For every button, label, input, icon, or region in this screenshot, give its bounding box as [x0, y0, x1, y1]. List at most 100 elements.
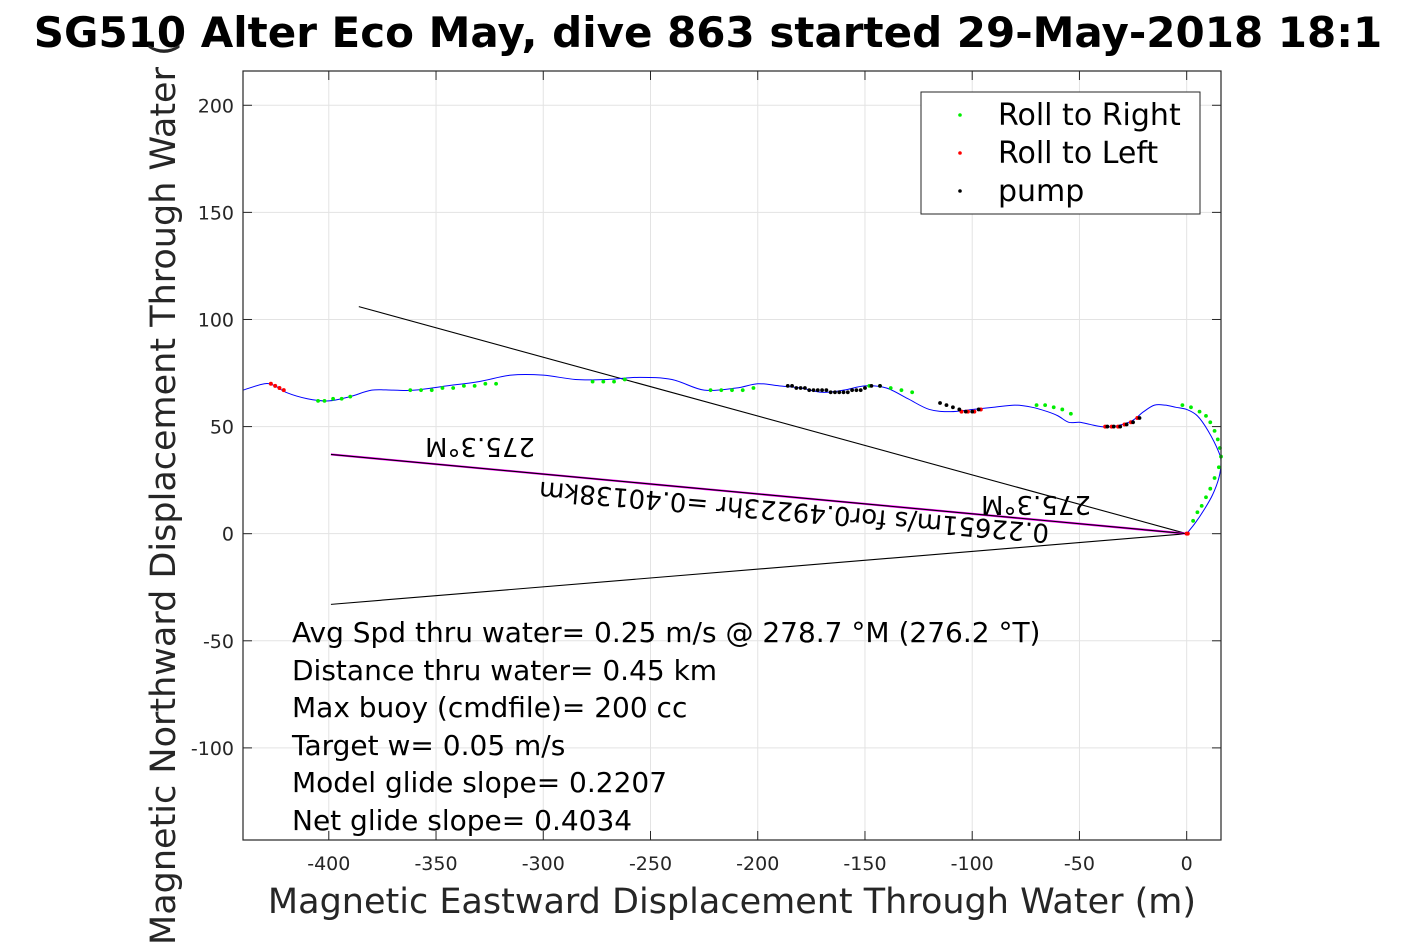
x-axis-label: Magnetic Eastward Displacement Through W…	[268, 882, 1196, 922]
pump-point	[858, 388, 863, 393]
legend-label-roll-right: Roll to Right	[998, 98, 1181, 133]
pump-point	[854, 388, 859, 393]
chart-title: SG510 Alter Eco May, dive 863 started 29…	[34, 8, 1383, 57]
roll-right-point	[1215, 437, 1220, 442]
roll-right-point	[740, 388, 745, 393]
x-tick-label: -300	[522, 853, 565, 875]
roll-right-point	[719, 388, 724, 393]
x-tick-label: -350	[414, 853, 457, 875]
pump-point	[863, 386, 867, 390]
x-tick-label: -150	[843, 853, 886, 875]
roll-right-point	[1208, 420, 1213, 425]
roll-right-point	[483, 381, 488, 386]
pump-point	[963, 409, 968, 414]
pump-point	[1111, 424, 1116, 429]
y-tick-label: 200	[198, 95, 234, 117]
pump-point	[807, 388, 812, 393]
pump-point	[841, 390, 846, 395]
heading-label-near: 275.3°M	[981, 489, 1091, 519]
roll-right-point	[419, 388, 423, 393]
y-tick-label: 150	[198, 202, 234, 224]
roll-right-point	[590, 379, 595, 384]
annotation-target-w: Target w= 0.05 m/s	[291, 729, 565, 762]
track-layer	[242, 374, 1222, 534]
roll-right-point	[708, 388, 713, 393]
roll-right-point	[1204, 413, 1208, 418]
roll-right-point	[451, 386, 456, 390]
pump-point	[878, 383, 882, 388]
roll-right-point	[440, 386, 445, 390]
roll-left-point	[273, 383, 278, 388]
legend-label-roll-left: Roll to Left	[998, 136, 1158, 171]
roll-right-point	[1191, 518, 1196, 523]
x-tick-label: 0	[1181, 853, 1193, 875]
roll-right-point	[612, 379, 616, 384]
x-tick-label: -250	[629, 853, 672, 875]
x-tick-label: -200	[736, 853, 779, 875]
ticks: -400 -350 -300 -250 -200 -150 -100 -50 0 200 150 10…	[191, 71, 1221, 875]
roll-right-point	[472, 383, 477, 388]
pump-point	[951, 405, 955, 410]
pump-point	[970, 409, 975, 414]
y-tick-label: 0	[222, 524, 234, 546]
pump-point	[1131, 420, 1135, 425]
roll-right-point	[730, 388, 734, 393]
y-axis-label: Magnetic Northward Displacement Through …	[144, 42, 184, 945]
roll-right-point	[888, 386, 893, 390]
pump-point	[1124, 422, 1129, 427]
roll-right-point	[408, 388, 413, 393]
heading-label-far: 275.3°M	[425, 431, 535, 461]
roll-right-point	[348, 394, 353, 399]
heading-label-near-text: 275.3°M	[981, 489, 1091, 519]
roll-left-point	[268, 381, 273, 386]
pump-point	[803, 386, 807, 390]
pump-point	[957, 407, 962, 412]
roll-right-point	[1051, 405, 1056, 410]
pump-point	[820, 388, 824, 393]
pump-point	[833, 390, 837, 395]
pump-point	[815, 388, 820, 393]
y-tick-label: 100	[198, 309, 234, 331]
legend-marker-roll-right	[958, 113, 962, 117]
pump-point	[790, 383, 794, 388]
roll-right-point	[1068, 411, 1073, 416]
roll-right-point	[751, 386, 756, 390]
roll-right-point	[1043, 403, 1048, 408]
pump-point	[837, 390, 842, 395]
pump-point	[828, 390, 833, 395]
pump-point	[811, 388, 816, 393]
roll-right-point	[331, 396, 335, 401]
legend-marker-pump	[958, 189, 962, 193]
roll-right-point	[622, 377, 627, 382]
y-tick-label: -50	[203, 631, 234, 653]
lower-bound-line	[330, 533, 1187, 605]
legend: Roll to Right Roll to Left pump	[920, 91, 1201, 215]
pump-point	[976, 407, 981, 412]
pump-point	[869, 383, 874, 388]
roll-right-point	[429, 388, 434, 393]
roll-right-point	[910, 390, 915, 395]
roll-right-point	[1199, 503, 1204, 508]
y-tick-label: 50	[210, 417, 234, 439]
pump-point	[1137, 416, 1142, 420]
legend-box	[920, 91, 1201, 215]
roll-right-point	[322, 398, 327, 403]
roll-left-point	[1185, 531, 1190, 536]
roll-left-point	[277, 386, 282, 391]
roll-right-point	[1197, 409, 1202, 414]
pump-point	[794, 386, 799, 390]
annotation-model-glide: Model glide slope= 0.2207	[292, 766, 667, 799]
x-tick-label: -50	[1064, 853, 1095, 875]
marker-layer	[268, 377, 1223, 536]
roll-right-point	[899, 388, 904, 393]
roll-right-point	[1180, 403, 1185, 408]
roll-right-point	[1216, 465, 1221, 470]
roll-left-point	[281, 388, 286, 393]
roll-right-point	[494, 381, 498, 386]
annotation-max-buoy: Max buoy (cmdfile)= 200 cc	[292, 691, 687, 724]
x-tick-label: -400	[307, 853, 350, 875]
pump-point	[798, 386, 803, 390]
legend-label-pump: pump	[998, 174, 1084, 209]
pump-point	[1118, 424, 1123, 429]
